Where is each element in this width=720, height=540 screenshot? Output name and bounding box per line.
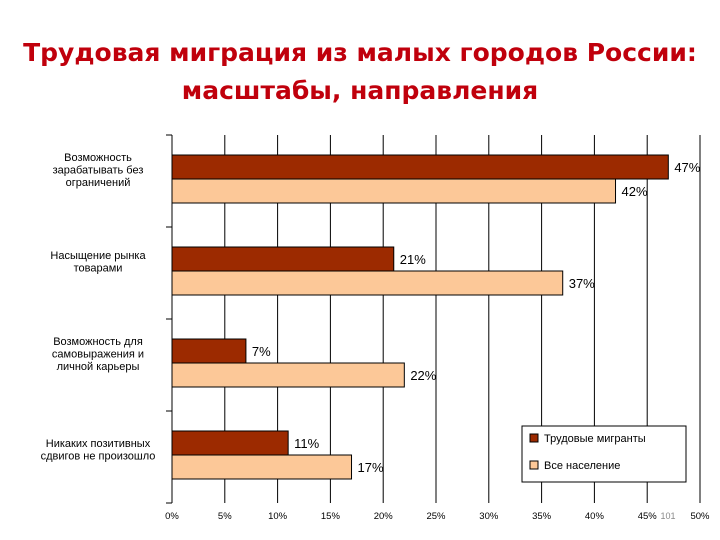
tick-label: 45% bbox=[638, 511, 658, 522]
title-line-2: масштабы, направления bbox=[181, 76, 539, 105]
data-label: 47% bbox=[674, 160, 700, 175]
category-label: ограничений bbox=[66, 177, 131, 189]
title-line-1: Трудовая миграция из малых городов Росси… bbox=[23, 38, 697, 67]
data-label: 21% bbox=[400, 252, 426, 267]
data-label: 17% bbox=[358, 460, 384, 475]
bar-population bbox=[171, 454, 353, 480]
data-label: 37% bbox=[569, 276, 595, 291]
category-label: самовыражения и bbox=[52, 348, 144, 360]
tick-label: 50% bbox=[690, 511, 710, 522]
page-number: 101 bbox=[660, 511, 675, 521]
bar-migrants bbox=[171, 338, 247, 364]
bar-population bbox=[171, 362, 405, 388]
tick-label: 10% bbox=[268, 511, 288, 522]
category-label: сдвигов не произошло bbox=[41, 450, 156, 462]
legend-label: Все население bbox=[544, 460, 620, 472]
category-label: Возможность для bbox=[53, 336, 143, 348]
tick-label: 40% bbox=[585, 511, 605, 522]
data-label: 42% bbox=[622, 184, 648, 199]
bar-migrants bbox=[171, 430, 289, 456]
legend-swatch bbox=[529, 433, 539, 443]
bar-migrants bbox=[171, 154, 669, 180]
bar-population bbox=[171, 270, 564, 296]
category-label: Насыщение рынка bbox=[50, 250, 146, 262]
data-label: 22% bbox=[410, 368, 436, 383]
legend-box bbox=[521, 425, 687, 483]
data-label: 11% bbox=[294, 436, 319, 451]
tick-label: 0% bbox=[165, 511, 179, 522]
category-label: Возможность bbox=[64, 152, 132, 164]
bar-population bbox=[171, 178, 617, 204]
category-label: личной карьеры bbox=[57, 361, 140, 373]
tick-label: 5% bbox=[218, 511, 232, 522]
tick-label: 20% bbox=[374, 511, 394, 522]
data-label: 7% bbox=[252, 344, 271, 359]
legend-label: Трудовые мигранты bbox=[544, 433, 646, 445]
tick-label: 25% bbox=[426, 511, 446, 522]
category-label: Никаких позитивных bbox=[46, 438, 151, 450]
category-label: товарами bbox=[74, 263, 123, 275]
tick-label: 15% bbox=[321, 511, 341, 522]
legend-swatch bbox=[529, 460, 539, 470]
tick-label: 30% bbox=[479, 511, 499, 522]
slide-title: Трудовая миграция из малых городов Росси… bbox=[0, 34, 720, 110]
bar-migrants bbox=[171, 246, 395, 272]
category-label: зарабатывать без bbox=[53, 164, 144, 176]
tick-label: 35% bbox=[532, 511, 552, 522]
